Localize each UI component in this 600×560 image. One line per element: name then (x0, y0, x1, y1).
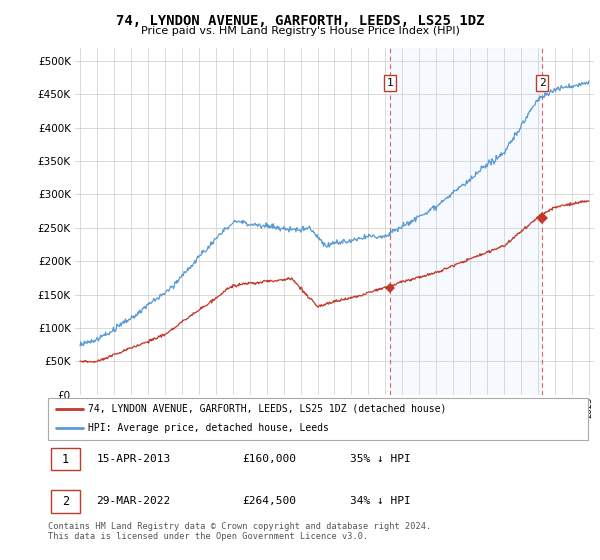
Bar (50, 447, 80, 470)
Bar (50, 490, 80, 513)
Text: £264,500: £264,500 (242, 496, 296, 506)
Text: 15-APR-2013: 15-APR-2013 (97, 454, 171, 464)
Text: 2: 2 (62, 495, 69, 508)
Text: 2: 2 (539, 78, 545, 88)
Text: 35% ↓ HPI: 35% ↓ HPI (350, 454, 411, 464)
Text: 74, LYNDON AVENUE, GARFORTH, LEEDS, LS25 1DZ (detached house): 74, LYNDON AVENUE, GARFORTH, LEEDS, LS25… (89, 404, 447, 414)
Text: HPI: Average price, detached house, Leeds: HPI: Average price, detached house, Leed… (89, 423, 329, 433)
Text: £160,000: £160,000 (242, 454, 296, 464)
Text: 74, LYNDON AVENUE, GARFORTH, LEEDS, LS25 1DZ: 74, LYNDON AVENUE, GARFORTH, LEEDS, LS25… (116, 14, 484, 28)
Text: 29-MAR-2022: 29-MAR-2022 (97, 496, 171, 506)
Text: 34% ↓ HPI: 34% ↓ HPI (350, 496, 411, 506)
Text: 1: 1 (62, 452, 69, 465)
Text: Contains HM Land Registry data © Crown copyright and database right 2024.
This d: Contains HM Land Registry data © Crown c… (48, 522, 431, 542)
Text: Price paid vs. HM Land Registry's House Price Index (HPI): Price paid vs. HM Land Registry's House … (140, 26, 460, 36)
Text: 1: 1 (387, 78, 394, 88)
Bar (391, 48, 542, 395)
